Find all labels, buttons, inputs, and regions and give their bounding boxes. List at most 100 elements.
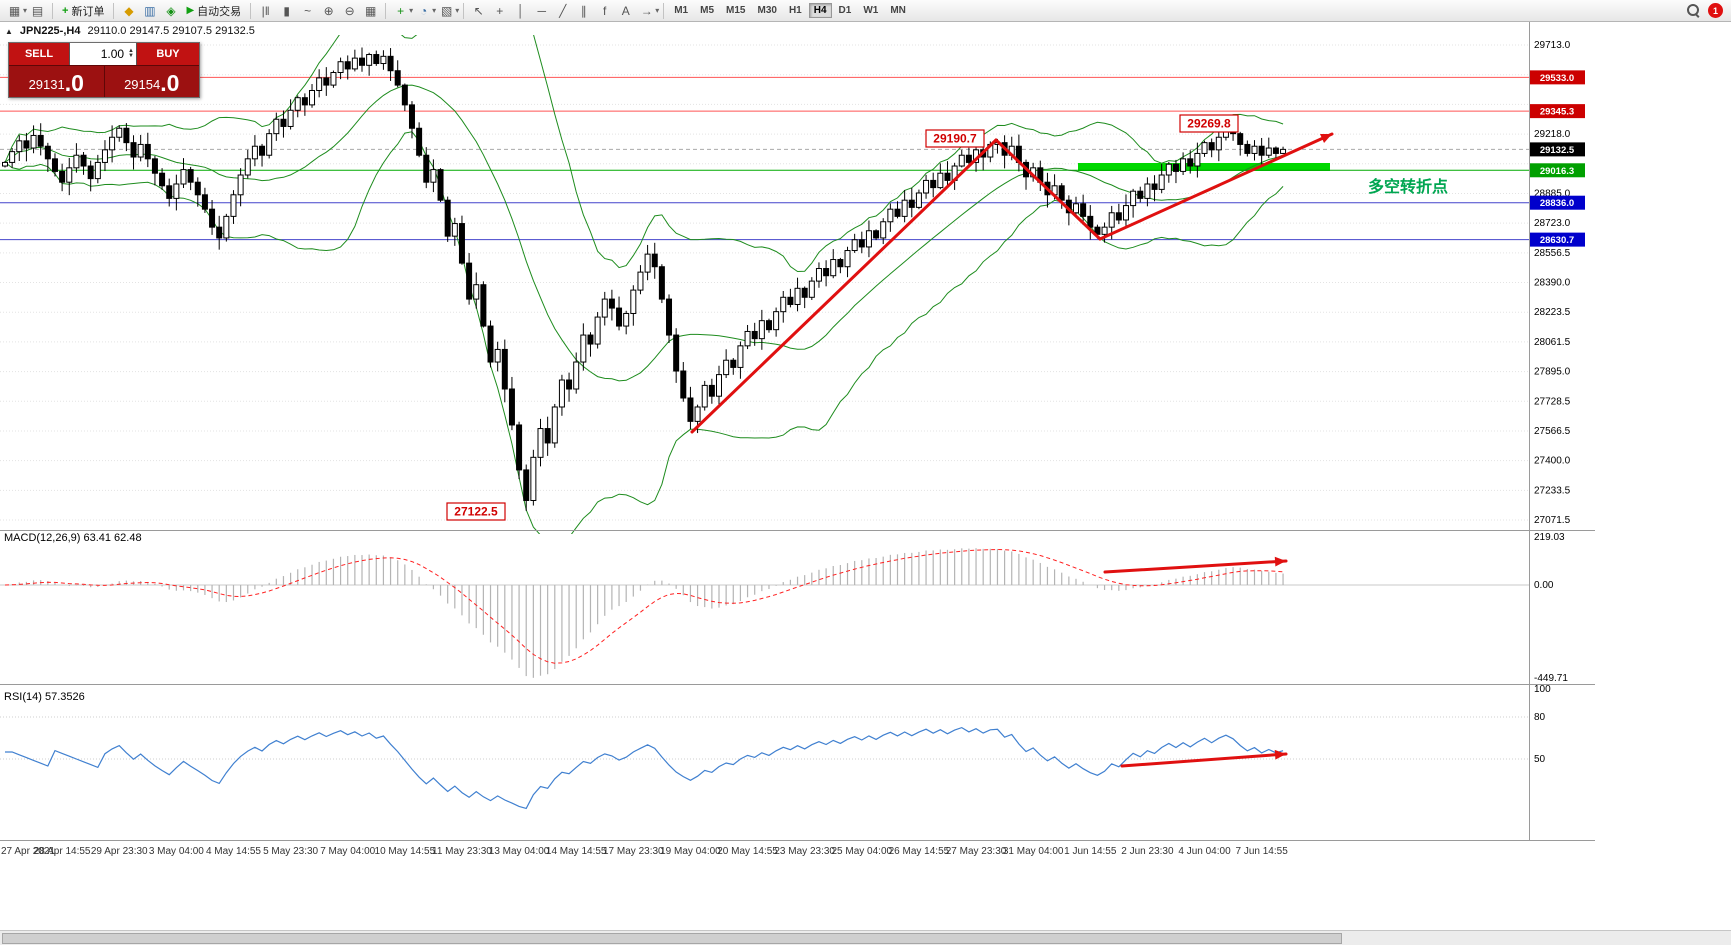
svg-text:3 May 04:00: 3 May 04:00 bbox=[149, 846, 204, 857]
fibonacci-icon[interactable]: f bbox=[603, 3, 607, 18]
candles bbox=[2, 47, 1287, 511]
rsi-panel: RSI(14) 57.3526 100 80 50 bbox=[0, 684, 1551, 810]
cursor-icon[interactable]: ↖ bbox=[473, 3, 484, 18]
volume-down-icon[interactable]: ▼ bbox=[128, 53, 134, 59]
svg-text:26 May 14:55: 26 May 14:55 bbox=[889, 846, 950, 857]
volume-value: 1.00 bbox=[100, 47, 125, 61]
svg-text:27400.0: 27400.0 bbox=[1534, 456, 1571, 467]
svg-text:28061.5: 28061.5 bbox=[1534, 337, 1571, 348]
one-click-collapse-icon[interactable]: ▲ bbox=[5, 26, 13, 36]
annotation-price-box bbox=[446, 502, 506, 521]
templates-icon[interactable]: ▧ bbox=[441, 3, 453, 18]
svg-text:2 Jun 23:30: 2 Jun 23:30 bbox=[1121, 846, 1174, 857]
indicators-icon[interactable]: + bbox=[397, 3, 405, 18]
periods-caret-icon[interactable]: ▾ bbox=[432, 6, 437, 15]
autotrade-button[interactable]: ▶ 自动交易 bbox=[181, 2, 246, 20]
new-chart-caret-icon[interactable]: ▾ bbox=[23, 6, 28, 15]
crosshair-icon[interactable]: + bbox=[496, 3, 504, 18]
candle-chart-icon[interactable]: ▮ bbox=[283, 3, 290, 18]
svg-text:27 May 23:30: 27 May 23:30 bbox=[946, 846, 1007, 857]
svg-text:27071.5: 27071.5 bbox=[1534, 515, 1571, 526]
toolbar-separator bbox=[52, 2, 54, 19]
volume-spinner[interactable]: ▲ ▼ bbox=[128, 48, 134, 59]
svg-text:4 Jun 04:00: 4 Jun 04:00 bbox=[1178, 846, 1231, 857]
svg-text:7 May 04:00: 7 May 04:00 bbox=[320, 846, 375, 857]
timeframe-W1[interactable]: W1 bbox=[863, 5, 879, 16]
svg-text:29016.3: 29016.3 bbox=[1540, 166, 1574, 177]
shapes-icon[interactable]: → bbox=[640, 3, 653, 18]
timeframe-H1[interactable]: H1 bbox=[788, 5, 802, 16]
timeframe-M1[interactable]: M1 bbox=[674, 5, 689, 16]
volume-up-icon[interactable]: ▲ bbox=[128, 48, 134, 54]
scrollbar-thumb[interactable] bbox=[2, 933, 1342, 944]
sell-button[interactable]: SELL bbox=[9, 43, 69, 65]
zoom-out-icon[interactable]: ⊖ bbox=[344, 3, 355, 18]
buy-price-pips: .0 bbox=[160, 70, 180, 96]
svg-text:27 Apr 2021: 27 Apr 2021 bbox=[1, 846, 55, 857]
timeframe-H4[interactable]: H4 bbox=[808, 3, 832, 18]
svg-text:80: 80 bbox=[1534, 712, 1546, 723]
annotation-price-box bbox=[1179, 114, 1239, 133]
market-watch-icon[interactable]: ◆ bbox=[124, 3, 134, 18]
shapes-caret-icon[interactable]: ▾ bbox=[655, 6, 660, 15]
data-window-icon[interactable]: ▥ bbox=[144, 3, 156, 18]
symbol-ohlc: 29110.0 29147.5 29107.5 29132.5 bbox=[87, 25, 255, 37]
timeframe-M15[interactable]: M15 bbox=[726, 5, 746, 16]
annotation-labels: 29190.7 29269.8 27122.5 多空转折点 bbox=[446, 114, 1448, 521]
sell-price-main: 29131 bbox=[28, 77, 65, 92]
new-order-label: 新订单 bbox=[71, 5, 105, 18]
svg-text:11 May 23:30: 11 May 23:30 bbox=[432, 846, 492, 857]
toolbar: ▦ ▾ ▤ + 新订单 ◆ ▥ ◈ ▶ 自动交易 |‖ ▮ ~ ⊕ ⊖ ▦ + … bbox=[0, 0, 1731, 22]
svg-text:28 Apr 14:55: 28 Apr 14:55 bbox=[34, 846, 91, 857]
new-order-icon: + bbox=[62, 4, 69, 17]
svg-text:28556.5: 28556.5 bbox=[1534, 248, 1571, 259]
toolbar-separator bbox=[113, 2, 115, 19]
svg-text:1 Jun 14:55: 1 Jun 14:55 bbox=[1064, 846, 1117, 857]
toolbar-separator bbox=[463, 2, 465, 19]
one-click-trading-widget: SELL 1.00 ▲ ▼ BUY 29131 .0 29154 .0 bbox=[8, 42, 200, 98]
tile-windows-icon[interactable]: ▤ bbox=[31, 3, 44, 18]
buy-price[interactable]: 29154 .0 bbox=[104, 66, 199, 97]
channel-icon[interactable]: ∥ bbox=[580, 3, 587, 18]
autotrade-play-icon: ▶ bbox=[186, 5, 195, 16]
svg-text:28630.7: 28630.7 bbox=[1540, 235, 1574, 246]
sell-price[interactable]: 29131 .0 bbox=[9, 66, 105, 97]
timeframe-M30[interactable]: M30 bbox=[757, 5, 777, 16]
svg-text:27122.5: 27122.5 bbox=[454, 505, 498, 519]
notification-badge[interactable]: 1 bbox=[1708, 3, 1723, 18]
navigator-icon[interactable]: ◈ bbox=[166, 3, 176, 18]
line-chart-icon[interactable]: ~ bbox=[304, 3, 312, 18]
periods-icon[interactable]: ◔ bbox=[420, 3, 428, 18]
chart-area[interactable]: MACD(12,26,9) 63.41 62.48 219.03 0.00 -449.… bbox=[0, 22, 1731, 945]
horizontal-scrollbar[interactable] bbox=[0, 930, 1731, 945]
zoom-in-icon[interactable]: ⊕ bbox=[323, 3, 334, 18]
svg-text:13 May 04:00: 13 May 04:00 bbox=[489, 846, 550, 857]
indicators-caret-icon[interactable]: ▾ bbox=[409, 6, 414, 15]
bar-chart-icon[interactable]: |‖ bbox=[261, 3, 270, 18]
autotrade-label: 自动交易 bbox=[197, 5, 242, 18]
text-tool-icon[interactable]: A bbox=[621, 3, 630, 18]
annotation-price-box bbox=[925, 129, 985, 148]
timeframe-M5[interactable]: M5 bbox=[700, 5, 715, 16]
trendline-icon[interactable]: ╱ bbox=[559, 3, 567, 18]
arrange-windows-icon[interactable]: ▦ bbox=[364, 3, 377, 18]
buy-button[interactable]: BUY bbox=[137, 43, 199, 65]
price-gridlines bbox=[0, 44, 1529, 521]
vertical-line-icon[interactable]: │ bbox=[516, 3, 525, 18]
search-icon[interactable] bbox=[1687, 4, 1700, 17]
horizontal-line-icon[interactable]: ─ bbox=[537, 3, 546, 18]
timeframe-D1[interactable]: D1 bbox=[838, 5, 852, 16]
templates-caret-icon[interactable]: ▾ bbox=[455, 6, 460, 15]
svg-text:28223.5: 28223.5 bbox=[1534, 307, 1571, 318]
chart-canvas[interactable]: MACD(12,26,9) 63.41 62.48 219.03 0.00 -449.… bbox=[0, 22, 1731, 945]
timeframe-group: M1 M5 M15 M30 H1 H4 D1 W1 MN bbox=[668, 3, 912, 18]
sell-price-pips: .0 bbox=[64, 70, 84, 96]
timeframe-MN[interactable]: MN bbox=[890, 5, 906, 16]
volume-field[interactable]: 1.00 ▲ ▼ bbox=[69, 43, 137, 65]
new-order-button[interactable]: + 新订单 bbox=[57, 2, 109, 20]
svg-text:25 May 04:00: 25 May 04:00 bbox=[831, 846, 892, 857]
one-click-price-row: 29131 .0 29154 .0 bbox=[9, 65, 199, 97]
new-chart-icon[interactable]: ▦ bbox=[8, 3, 21, 18]
svg-text:50: 50 bbox=[1534, 754, 1546, 765]
